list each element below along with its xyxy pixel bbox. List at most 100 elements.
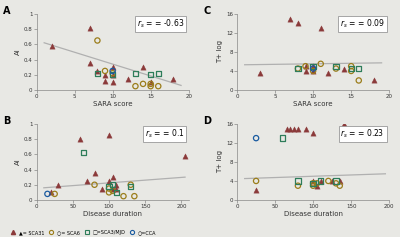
Point [356,67,362,70]
Point [356,78,362,82]
Point [348,67,354,70]
Point [287,17,294,21]
Point [310,184,316,188]
Text: $r_s$ = = 0.23: $r_s$ = = 0.23 [340,128,385,140]
Point [329,179,335,183]
Point [310,69,316,73]
Point [253,189,259,192]
Point [257,71,263,75]
Point [148,82,154,86]
Text: B: B [3,116,10,126]
Point [131,194,138,198]
Point [148,73,154,77]
Point [106,184,112,188]
Point [106,187,112,191]
Point [128,184,134,188]
Point [110,183,116,187]
Point [182,154,188,158]
Point [333,179,339,183]
Text: A: A [3,6,10,16]
Point [86,26,93,29]
X-axis label: SARA score: SARA score [93,101,132,107]
Point [44,192,51,196]
Point [148,81,154,84]
Y-axis label: T+ log: T+ log [217,150,223,173]
Point [48,44,55,48]
Point [86,61,93,65]
Point [77,137,83,141]
Point [84,179,90,183]
Point [148,84,154,88]
Point [80,151,87,155]
Point [336,179,343,183]
Point [302,127,309,131]
Point [310,64,316,68]
Point [110,189,116,193]
Point [170,77,177,80]
Point [340,122,347,126]
Point [333,67,339,70]
Point [110,81,116,84]
X-axis label: Disease duration: Disease duration [284,211,343,217]
Point [295,127,301,131]
Point [318,179,324,183]
Point [52,192,58,196]
Point [283,127,290,131]
Y-axis label: T+ log: T+ log [217,41,223,64]
Point [318,179,324,183]
Point [287,127,294,131]
Point [291,127,297,131]
Point [110,187,116,191]
Point [94,69,101,73]
Y-axis label: AI: AI [15,49,21,55]
Point [113,187,120,191]
Point [371,78,377,82]
Point [106,179,112,183]
X-axis label: Disease duration: Disease duration [83,211,142,217]
Point [348,17,354,21]
Point [125,77,131,80]
Point [253,179,259,183]
Text: C: C [204,6,211,16]
Point [110,175,116,179]
Point [91,171,98,175]
Point [340,67,347,70]
Point [120,194,127,198]
Point [106,133,112,137]
Point [110,69,116,73]
Point [348,69,354,73]
Point [48,191,54,194]
Point [295,179,301,183]
Point [110,71,116,75]
Point [336,184,343,188]
Point [128,183,134,187]
Point [280,136,286,140]
Point [132,71,139,75]
Point [140,65,146,69]
Point [155,71,162,75]
Point [348,64,354,68]
Y-axis label: AI: AI [15,159,21,165]
Point [94,71,101,75]
Point [310,67,316,70]
Point [110,73,116,77]
Point [295,22,301,25]
Point [310,132,316,135]
Point [102,73,108,77]
Point [302,64,309,68]
Point [310,182,316,185]
Point [102,79,108,83]
Point [98,187,105,191]
Point [302,69,309,73]
Point [253,136,259,140]
Point [325,71,332,75]
Point [310,182,316,185]
Point [106,191,112,194]
Point [318,26,324,30]
Point [302,64,309,68]
Point [310,69,316,73]
Point [110,73,116,77]
Point [314,182,320,185]
X-axis label: SARA score: SARA score [293,101,333,107]
Point [310,179,316,183]
